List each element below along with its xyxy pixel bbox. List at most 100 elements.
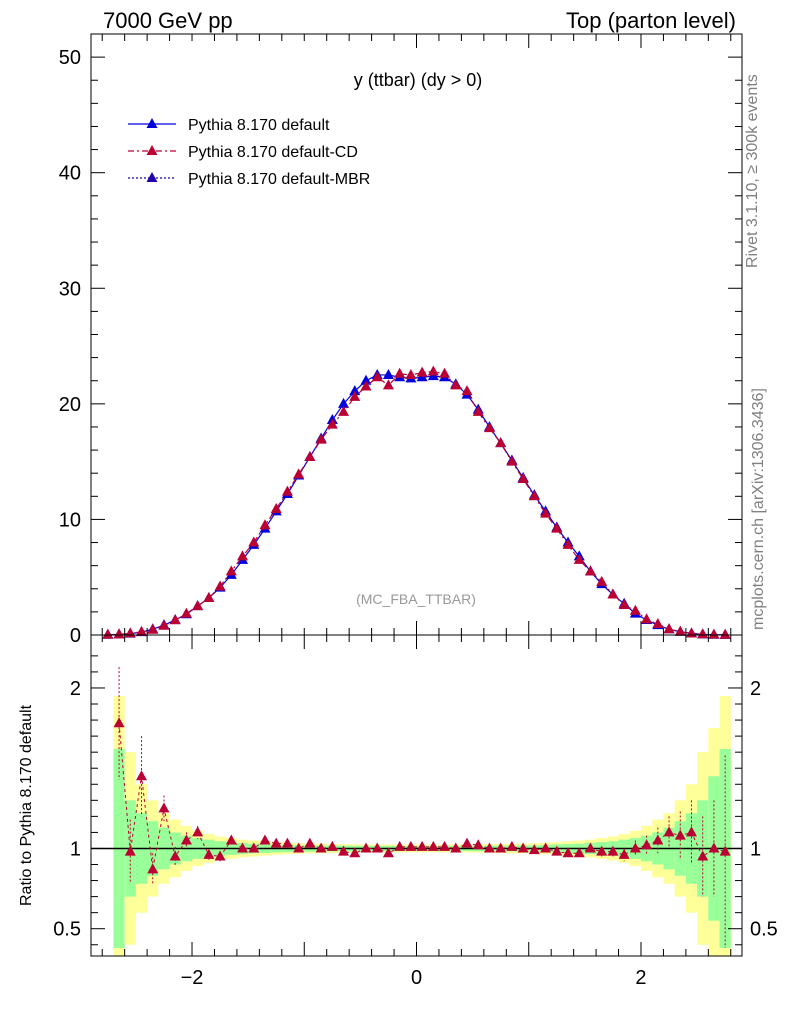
- ratio-point: [326, 840, 338, 851]
- data-point: [461, 385, 473, 396]
- ratio-point: [573, 847, 585, 858]
- ratio-data-layer: [91, 667, 742, 956]
- ratio-point: [124, 845, 136, 856]
- ratio-point: [147, 863, 159, 874]
- ratio-point: [629, 842, 641, 853]
- ratio-point: [427, 840, 439, 851]
- data-point: [427, 365, 439, 376]
- data-point: [405, 368, 417, 379]
- ratio-point: [483, 842, 495, 853]
- ratio-point: [270, 837, 282, 848]
- ratio-point: [394, 840, 406, 851]
- header-observable-label: Top (parton level): [566, 8, 736, 33]
- ratio-point: [562, 847, 574, 858]
- ratio-point: [192, 826, 204, 837]
- data-point: [225, 565, 237, 576]
- data-point: [439, 367, 451, 378]
- ratio-point: [360, 842, 372, 853]
- data-point: [349, 385, 361, 396]
- main-panel: 0 10 20 30 40 50 y (ttbar) (dy > 0) (MC_FBA_T…: [59, 33, 743, 647]
- ratio-ytick-label-right: 0.5: [750, 919, 778, 941]
- watermark: (MC_FBA_TTBAR): [356, 591, 476, 607]
- data-point: [203, 592, 215, 603]
- ratio-ytick-label: 0.5: [53, 919, 81, 941]
- ratio-point: [596, 845, 608, 856]
- data-point: [259, 519, 271, 530]
- ratio-point: [416, 840, 428, 851]
- data-point: [237, 550, 249, 561]
- legend-marker: [146, 118, 158, 128]
- data-point: [281, 485, 293, 496]
- data-point: [495, 437, 507, 448]
- data-point: [483, 422, 495, 433]
- ratio-point: [607, 845, 619, 856]
- data-point: [708, 628, 720, 639]
- data-point: [360, 380, 372, 391]
- ratio-point: [584, 842, 596, 853]
- data-point: [562, 538, 574, 549]
- ratio-point: [371, 842, 383, 853]
- main-data-layer: [102, 365, 731, 639]
- data-point: [629, 604, 641, 615]
- rivet-label: Rivet 3.1.10, ≥ 300k events: [744, 74, 761, 268]
- ratio-point: [618, 848, 630, 859]
- data-point: [551, 522, 563, 533]
- ratio-point: [136, 770, 148, 781]
- ratio-point: [293, 842, 305, 853]
- data-point: [113, 628, 125, 639]
- main-ytick-label: 40: [59, 163, 81, 185]
- xtick-label: −2: [181, 967, 204, 989]
- data-point: [360, 374, 372, 385]
- data-point: [584, 565, 596, 576]
- ratio-point: [439, 840, 451, 851]
- ratio-point: [180, 834, 192, 845]
- ratio-point: [248, 842, 260, 853]
- ratio-point: [304, 837, 316, 848]
- ratio-point: [203, 848, 215, 859]
- ratio-point: [551, 845, 563, 856]
- ratio-point: [697, 850, 709, 861]
- main-ytick-label: 20: [59, 394, 81, 416]
- ratio-point: [652, 834, 664, 845]
- ratio-point: [169, 850, 181, 861]
- ratio-point: [405, 840, 417, 851]
- data-point: [540, 507, 552, 518]
- data-point: [394, 367, 406, 378]
- data-point: [192, 600, 204, 611]
- data-point: [304, 451, 316, 462]
- legend-marker: [146, 172, 158, 182]
- header-energy-label: 7000 GeV pp: [103, 8, 233, 33]
- ratio-point: [450, 842, 462, 853]
- ratio-point: [259, 834, 271, 845]
- data-point: [506, 455, 518, 466]
- ratio-point: [472, 839, 484, 850]
- data-point: [517, 472, 529, 483]
- main-axes: 0 10 20 30 40 50: [59, 33, 742, 647]
- data-point: [169, 614, 181, 625]
- ratio-frame: [90, 634, 743, 957]
- data-point: [697, 628, 709, 639]
- ratio-point: [281, 837, 293, 848]
- data-point: [416, 366, 428, 377]
- data-point: [382, 379, 394, 390]
- data-point: [315, 433, 327, 444]
- legend-label: Pythia 8.170 default-MBR: [188, 171, 370, 188]
- ratio-point: [214, 850, 226, 861]
- ratio-point: [708, 842, 720, 853]
- ratio-point: [719, 845, 731, 856]
- ratio-point: [315, 842, 327, 853]
- data-point: [180, 607, 192, 618]
- ratio-point: [113, 717, 125, 728]
- data-point: [338, 397, 350, 408]
- data-point: [371, 371, 383, 382]
- data-point: [158, 619, 170, 630]
- main-ytick-label: 50: [59, 47, 81, 69]
- ratio-ytick-label: 1: [70, 838, 81, 860]
- mcplots-label: mcplots.cern.ch [arXiv:1306.3436]: [750, 388, 767, 630]
- data-point: [528, 490, 540, 501]
- legend-marker: [146, 145, 158, 155]
- ratio-ytick-label-right: 1: [750, 838, 761, 860]
- data-point: [573, 553, 585, 564]
- data-point: [596, 575, 608, 586]
